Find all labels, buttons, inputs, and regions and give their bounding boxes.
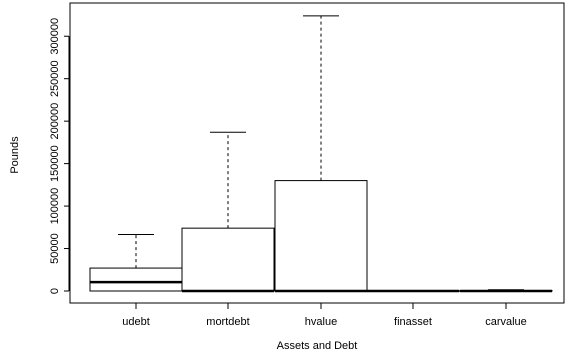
box-mortdebt: [181, 131, 275, 293]
y-tick-label: 0: [49, 288, 61, 294]
y-tick-label: 300000: [49, 18, 61, 55]
boxes-group: [89, 15, 553, 293]
x-tick-label: mortdebt: [206, 316, 249, 328]
y-tick-label: 250000: [49, 60, 61, 97]
box-hvalue: [274, 15, 368, 293]
y-tick-label: 150000: [49, 145, 61, 182]
box-carvalue: [459, 289, 553, 293]
box-udebt: [89, 234, 183, 292]
box-rect: [274, 180, 368, 292]
x-tick-label: carvalue: [485, 316, 527, 328]
y-tick-label: 100000: [49, 188, 61, 225]
y-axis: 0 50000 100000 150000 200000 250000 300000: [49, 18, 70, 294]
y-axis-label: Pounds: [9, 136, 21, 174]
plot-frame: [69, 2, 565, 304]
box-finasset: [366, 289, 460, 293]
y-tick-label: 200000: [49, 103, 61, 140]
box-rect: [181, 227, 275, 292]
box-rect: [89, 267, 183, 292]
y-tick-label: 50000: [49, 233, 61, 264]
x-tick-label: udebt: [122, 316, 150, 328]
x-tick-label: finasset: [394, 316, 432, 328]
x-axis: udebt mortdebt hvalue finasset carvalue: [122, 302, 527, 328]
x-tick-label: hvalue: [305, 316, 337, 328]
x-axis-label: Assets and Debt: [277, 340, 358, 352]
